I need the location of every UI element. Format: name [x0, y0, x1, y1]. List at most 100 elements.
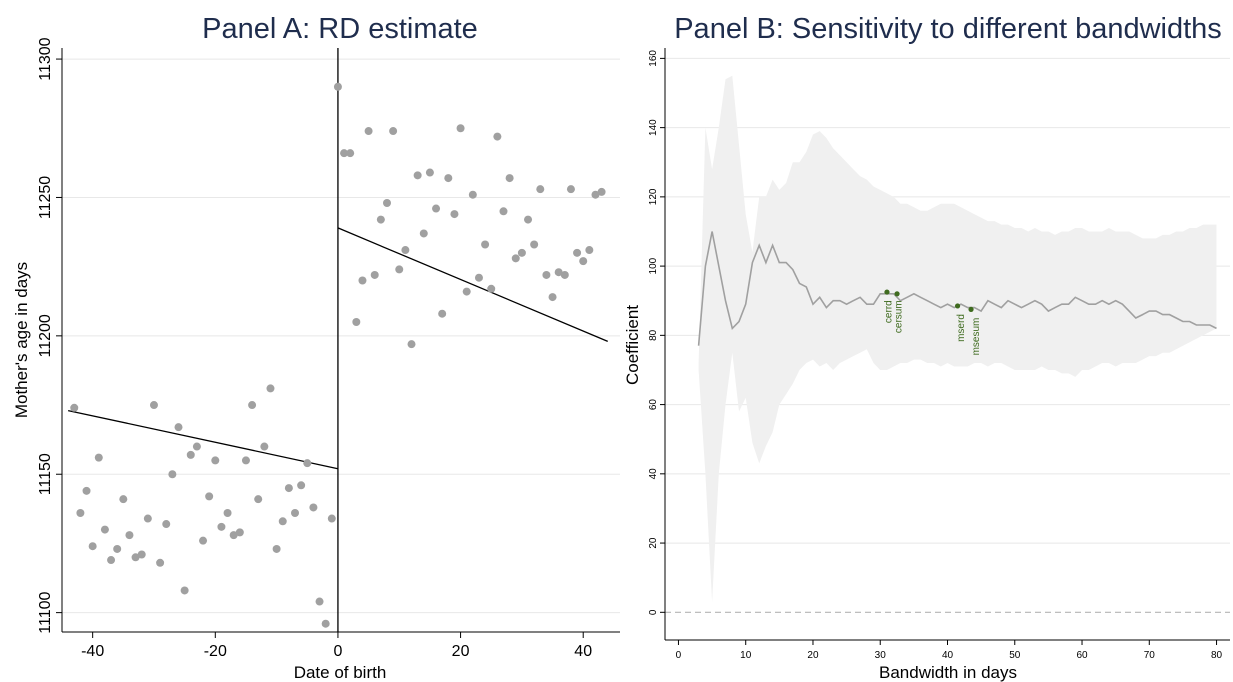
panel-a-y-tick-label-0: 11100 — [37, 591, 54, 633]
panel-a-point-65 — [468, 190, 477, 199]
panel-a-point-19 — [186, 450, 195, 459]
panel-a-point-54 — [401, 246, 410, 255]
panel-a-x-tick-label-4: 40 — [574, 643, 592, 660]
panel-b-x-label: Bandwidth in days — [879, 663, 1017, 682]
panel-a-point-51 — [382, 198, 391, 207]
panel-b-annotation-mserd: mserd — [956, 314, 967, 342]
panel-a-point-24 — [217, 522, 226, 531]
panel-b-annotations: cerrd cersum mserd msesum — [883, 300, 982, 355]
panel-a-point-43 — [333, 82, 342, 91]
panel-a-point-16 — [168, 470, 177, 479]
panel-a-point-50 — [376, 215, 385, 224]
panel-a-point-49 — [370, 270, 379, 279]
panel-a-point-44 — [340, 149, 349, 158]
panel-a-point-11 — [137, 550, 146, 559]
panel-a-point-60 — [438, 309, 447, 318]
panel-b-y-tick-label-1: 20 — [648, 537, 659, 549]
panel-b-x-tick-label-1: 10 — [740, 650, 752, 661]
panel-a-point-72 — [511, 254, 520, 263]
panel-b-y-tick-label-3: 60 — [648, 399, 659, 411]
panel-b-marker-2 — [954, 303, 961, 309]
panel-a-x-label: Date of birth — [294, 663, 387, 682]
panel-a-point-83 — [579, 257, 588, 266]
panel-b-marker-1 — [894, 291, 900, 297]
panel-a-point-80 — [560, 270, 569, 279]
panel-b-x-tick-label-3: 30 — [875, 650, 887, 661]
panel-a-point-37 — [297, 481, 306, 490]
panel-a-point-34 — [278, 517, 287, 526]
panel-a-point-6 — [107, 556, 116, 565]
panel-a: Panel A: RD estimate -40 -20 0 20 40 11100 111… — [12, 13, 620, 682]
panel-a-point-55 — [407, 340, 416, 349]
panel-a-point-79 — [554, 268, 563, 277]
panel-a-gridlines — [62, 58, 620, 614]
panel-a-point-82 — [573, 248, 582, 257]
panel-a-point-10 — [131, 553, 140, 562]
panel-a-point-4 — [94, 453, 103, 462]
panel-a-fit-line-0 — [67, 409, 339, 470]
panel-b-x-tick-label-6: 60 — [1076, 650, 1088, 661]
panel-b-x-tick-label-0: 0 — [676, 650, 682, 661]
panel-b-x-tick-label-8: 80 — [1211, 650, 1223, 661]
panel-a-point-27 — [235, 528, 244, 537]
panel-a-point-46 — [352, 318, 361, 327]
panel-b: Panel B: Sensitivity to different bandwi… — [623, 13, 1230, 682]
panel-a-point-3 — [88, 542, 97, 551]
panel-a-y-tick-label-3: 11250 — [37, 176, 54, 219]
panel-a-point-52 — [389, 127, 398, 136]
panel-a-point-22 — [205, 492, 214, 501]
panel-a-point-32 — [266, 384, 275, 393]
panel-a-point-78 — [548, 293, 557, 302]
panel-b-y-tick-label-8: 160 — [648, 50, 659, 67]
panel-a-point-0 — [70, 403, 79, 412]
panel-a-point-23 — [211, 456, 220, 465]
panel-a-point-5 — [100, 525, 109, 534]
panel-b-y-tick-label-2: 40 — [648, 468, 659, 480]
panel-a-point-36 — [291, 508, 300, 517]
panel-a-point-69 — [493, 132, 502, 141]
panel-a-point-38 — [303, 459, 312, 468]
panel-a-point-25 — [223, 508, 232, 517]
panel-a-point-62 — [450, 210, 459, 219]
panel-b-ci-band — [698, 75, 1217, 602]
panel-b-x-tick-label-2: 20 — [807, 650, 819, 661]
panel-b-marker-3 — [968, 306, 974, 312]
panel-a-point-70 — [499, 207, 508, 216]
panel-b-y-tick-label-7: 140 — [648, 119, 659, 136]
panel-a-point-15 — [162, 520, 171, 529]
panel-a-point-47 — [358, 276, 367, 285]
panel-b-y-label: Coefficient — [623, 305, 642, 385]
panel-a-point-14 — [156, 558, 165, 567]
panel-a-title: Panel A: RD estimate — [202, 13, 478, 45]
panel-b-title: Panel B: Sensitivity to different bandwi… — [674, 13, 1222, 45]
panel-a-point-42 — [327, 514, 336, 523]
panel-a-tick-labels: -40 -20 0 20 40 11100 11150 11200 11250 11300 — [37, 37, 592, 660]
panel-b-y-tick-label-5: 100 — [648, 257, 659, 274]
panel-a-point-86 — [597, 187, 606, 196]
panel-a-point-45 — [346, 149, 355, 158]
panel-a-point-48 — [364, 127, 373, 136]
panel-a-point-26 — [229, 531, 238, 540]
panel-a-point-21 — [199, 536, 208, 545]
panel-a-point-85 — [591, 190, 600, 199]
panel-a-point-81 — [566, 185, 575, 194]
panel-a-point-33 — [272, 544, 281, 553]
panel-a-point-17 — [174, 423, 183, 432]
panel-b-x-tick-label-7: 70 — [1144, 650, 1156, 661]
panel-a-point-41 — [321, 619, 330, 628]
panel-b-marker-0 — [884, 289, 890, 295]
panel-a-point-2 — [82, 486, 91, 495]
panel-a-point-12 — [143, 514, 152, 523]
panel-a-point-18 — [180, 586, 189, 595]
panel-a-point-75 — [530, 240, 539, 249]
panel-b-bandwidth-markers — [884, 289, 974, 312]
panel-a-point-29 — [248, 401, 257, 410]
panel-a-y-tick-label-4: 11300 — [37, 37, 54, 80]
panel-a-point-1 — [76, 508, 85, 517]
panel-b-annotation-cerrd: cerrd — [883, 300, 894, 323]
panel-a-point-56 — [413, 171, 422, 180]
panel-a-point-73 — [517, 248, 526, 257]
panel-a-point-71 — [505, 174, 514, 183]
panel-a-point-76 — [536, 185, 545, 194]
